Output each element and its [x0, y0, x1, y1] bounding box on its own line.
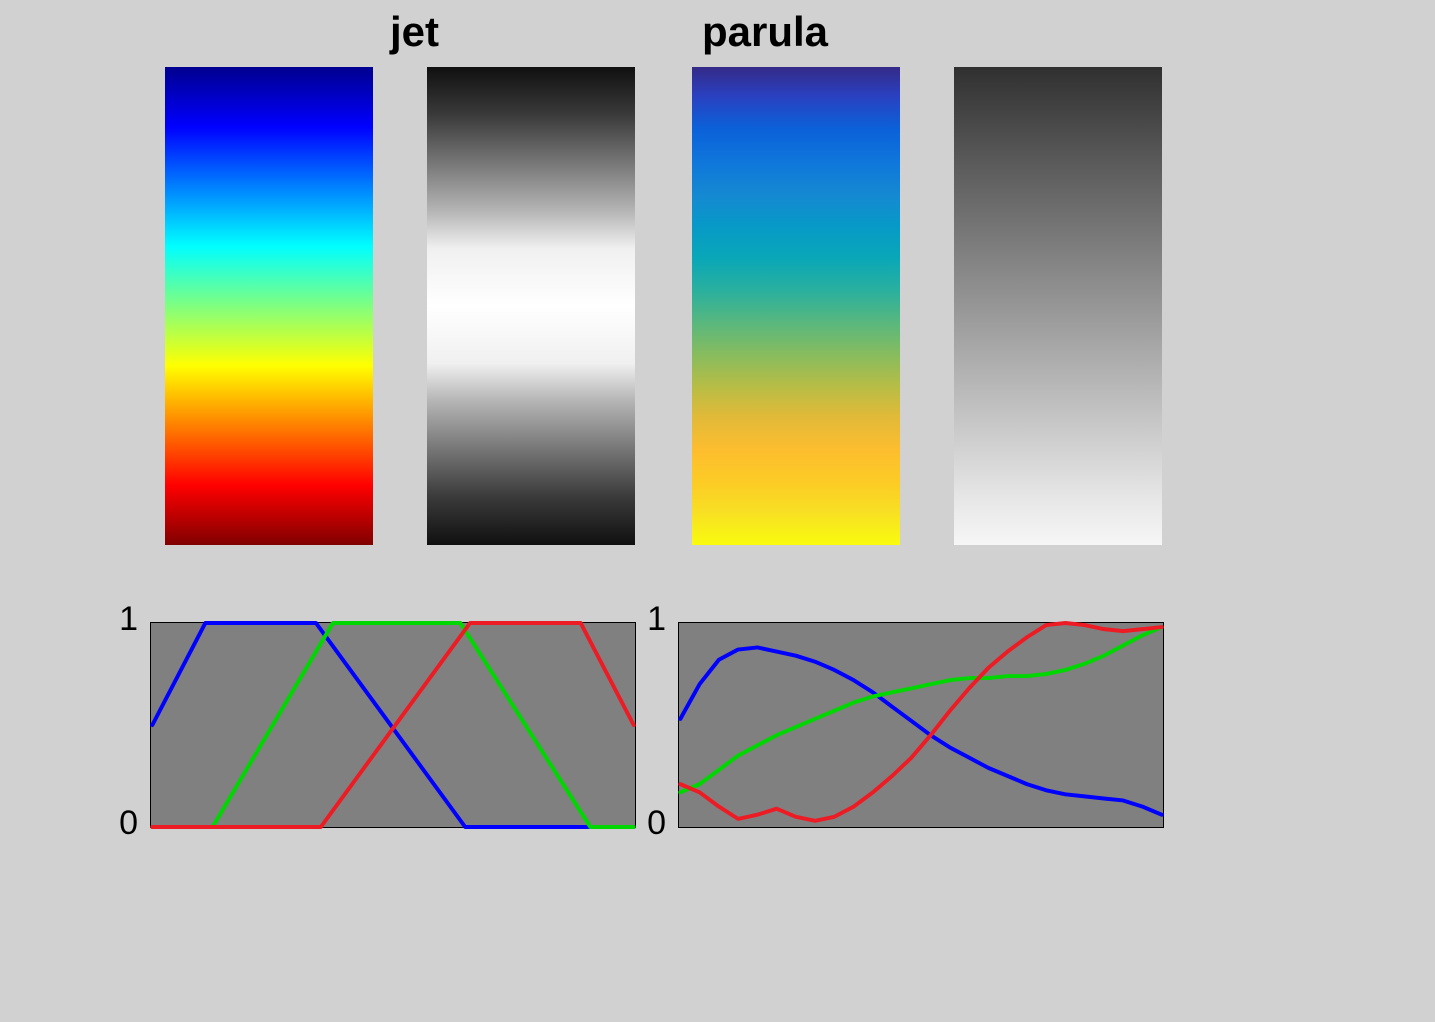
- parula-grayscale-bar: [954, 67, 1162, 545]
- parula-rgb-lines: [679, 623, 1163, 827]
- parula-rgb-axes: [678, 622, 1164, 828]
- jet-rgb-lines: [151, 623, 635, 827]
- jet-grayscale-bar: [427, 67, 635, 545]
- jet-title: jet: [390, 8, 439, 56]
- colormap-figure: jet parula 1 0 1 0: [0, 0, 1435, 1022]
- red-channel-line: [152, 623, 633, 827]
- blue-channel-line: [680, 647, 1161, 814]
- parula-ytick-1: 1: [626, 600, 666, 639]
- jet-ytick-0: 0: [98, 804, 138, 843]
- parula-ytick-0: 0: [626, 804, 666, 843]
- parula-title: parula: [702, 8, 828, 56]
- parula-colormap-bar: [692, 67, 900, 545]
- jet-rgb-axes: [150, 622, 636, 828]
- jet-colormap-bar: [165, 67, 373, 545]
- red-channel-line: [680, 623, 1161, 821]
- jet-ytick-1: 1: [98, 600, 138, 639]
- green-channel-line: [680, 627, 1161, 792]
